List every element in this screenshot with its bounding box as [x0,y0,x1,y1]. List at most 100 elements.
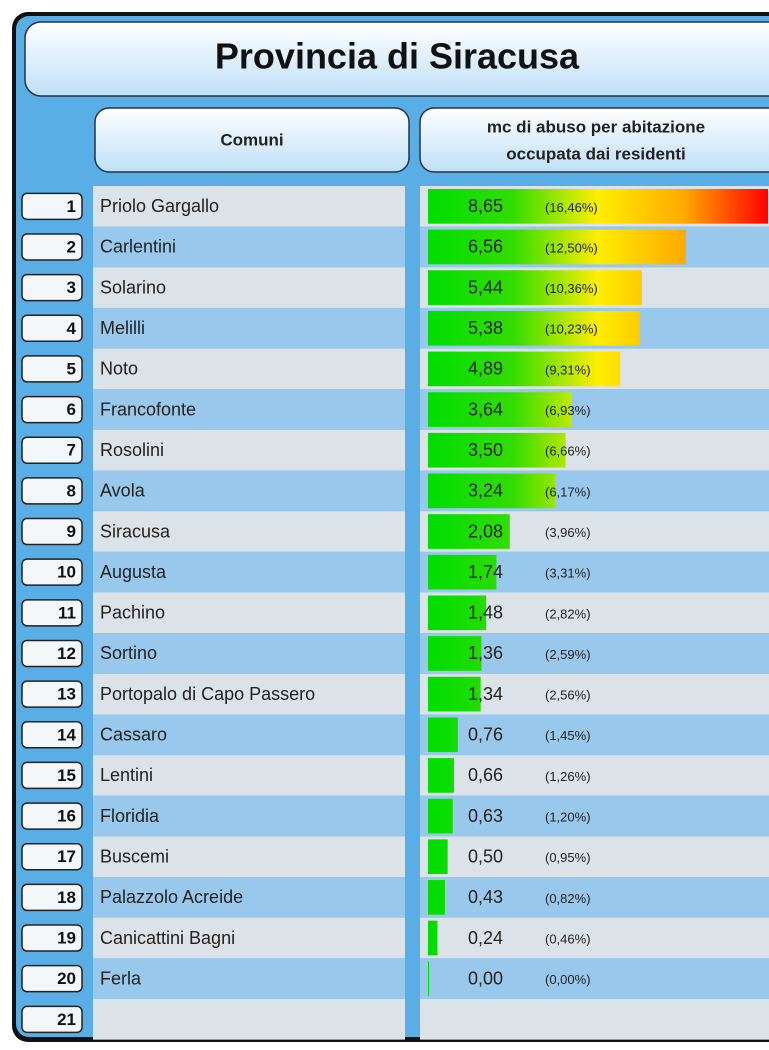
row-bg [93,551,405,593]
rank-box [21,395,83,424]
percent-label: (10,23%) [545,322,598,337]
value-label: 0,76 [468,725,503,745]
row-bg [420,877,769,918]
row-bg [93,836,405,878]
bar [428,270,642,305]
bar [428,229,686,265]
value-label: 1,48 [468,603,503,623]
category-label: Palazzolo Acreide [100,887,243,907]
row-bg [93,917,405,959]
row-bg [93,999,405,1040]
value-label: 0,00 [468,968,503,988]
rank: 10 [57,563,76,582]
rank: 17 [57,847,76,866]
percent-label: (12,50%) [545,240,598,255]
value-label: 0,43 [468,887,503,907]
title-box [24,21,769,97]
rank-box [21,1005,83,1034]
rank: 15 [57,766,76,785]
category-label: Sortino [100,643,157,663]
rank-box [21,233,83,261]
percent-label: (0,46%) [545,931,591,946]
row-bg [93,714,405,756]
value-label: 2,08 [468,521,503,541]
value-label: 0,24 [468,928,503,948]
rank: 21 [57,1010,76,1029]
category-label: Pachino [100,603,165,623]
percent-label: (1,26%) [545,769,591,784]
percent-label: (2,56%) [545,688,591,703]
percent-label: (3,31%) [545,566,591,581]
row-bg [93,511,405,552]
value-label: 3,24 [468,481,503,501]
row-bg [93,673,405,715]
value-label: 4,89 [468,359,503,379]
rank: 6 [67,400,76,419]
percent-label: (10,36%) [545,281,598,296]
row-bg [93,592,405,634]
value-label: 6,56 [468,237,503,257]
category-label: Melilli [100,318,145,338]
rank: 4 [67,319,77,338]
bar [428,839,448,875]
bar [428,392,572,427]
rank-box [21,964,83,993]
column-header: occupata dai residenti [506,144,686,163]
row-bg [420,795,769,837]
percent-label: (0,95%) [545,850,591,865]
rank-box [21,314,83,343]
bar [428,514,510,549]
bar [428,717,458,753]
category-label: Floridia [100,806,160,826]
rank-box [21,477,83,505]
percent-label: (0,82%) [545,891,591,906]
value-label: 1,74 [468,562,503,582]
bar [428,473,556,509]
category-label: Lentini [100,765,153,785]
rank: 8 [67,481,76,500]
category-label: Francofonte [100,399,196,419]
column-header: Comuni [220,130,283,149]
bar [428,880,445,915]
rank-box [21,517,83,546]
category-label: Carlentini [100,237,176,257]
row-bg [93,755,405,796]
rank: 7 [67,441,76,460]
rank-box [21,721,83,749]
rank-box [21,599,83,627]
category-label: Canicattini Bagni [100,928,235,948]
value-label: 8,65 [468,196,503,216]
rank-box [21,192,83,221]
category-label: Buscemi [100,846,169,866]
percent-label: (16,46%) [545,200,598,215]
category-label: Siracusa [100,521,171,541]
value-label: 5,38 [468,318,503,338]
row-bg [93,633,405,674]
row-bg [420,714,769,756]
rank-box [21,883,83,912]
bar [428,636,482,671]
percent-label: (1,45%) [545,728,591,743]
rank: 2 [67,237,76,256]
title: Provincia di Siracusa [215,36,580,77]
rank-box [21,558,83,586]
rank-box [21,436,83,464]
row-bg [93,186,405,227]
rank: 14 [57,725,76,744]
row-bg [420,836,769,878]
bar [428,351,621,387]
row-bg [420,755,769,796]
value-label: 1,36 [468,643,503,663]
percent-label: (0,00%) [545,972,591,987]
rank-box [21,761,83,790]
percent-label: (6,66%) [545,444,591,459]
value-label: 0,63 [468,806,503,826]
bar [428,961,429,996]
bar [428,758,454,793]
row-bg [420,999,769,1040]
category-label: Noto [100,359,138,379]
row-bg [93,429,405,471]
rank-box [21,842,83,871]
rank: 20 [57,969,76,988]
